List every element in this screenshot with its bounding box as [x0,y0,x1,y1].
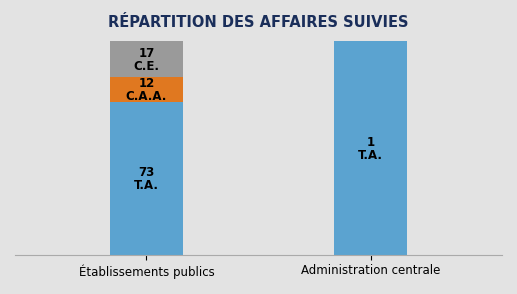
Text: 1: 1 [367,136,375,149]
Title: RÉPARTITION DES AFFAIRES SUIVIES: RÉPARTITION DES AFFAIRES SUIVIES [108,15,409,30]
Text: C.A.A.: C.A.A. [126,90,167,103]
Text: 12: 12 [139,77,155,90]
Text: C.E.: C.E. [133,60,159,73]
Text: T.A.: T.A. [134,179,159,192]
Bar [334,41,407,255]
Text: T.A.: T.A. [358,149,383,162]
Bar [110,102,183,255]
Text: 73: 73 [139,166,155,179]
Bar [110,76,183,102]
Bar [110,41,183,76]
Text: 17: 17 [139,47,155,60]
